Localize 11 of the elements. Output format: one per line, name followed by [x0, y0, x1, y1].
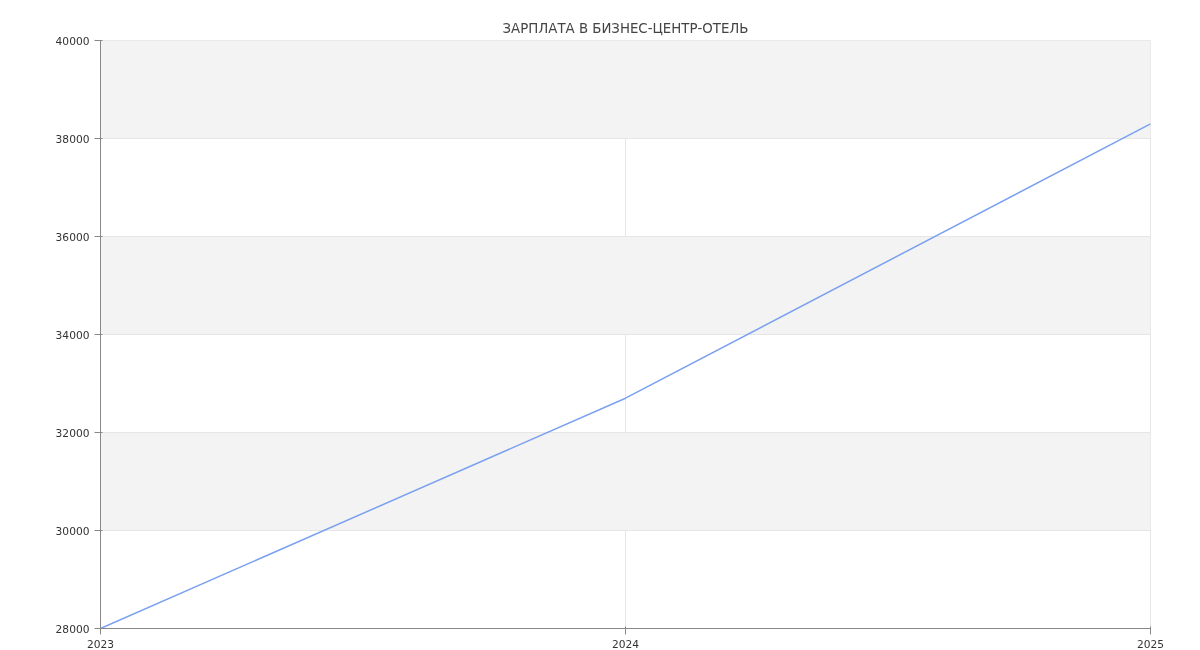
y-tick-label: 32000	[55, 426, 90, 440]
x-tick-label: 2025	[1136, 637, 1165, 650]
x-tick-label: 2023	[86, 637, 115, 650]
y-tick-label: 36000	[55, 230, 90, 244]
y-tick-label: 30000	[55, 524, 90, 538]
y-tick-label: 38000	[55, 132, 90, 146]
x-tick-label: 2024	[611, 637, 640, 650]
chart-title: ЗАРПЛАТА В БИЗНЕС-ЦЕНТР-ОТЕЛЬ	[502, 20, 749, 36]
y-tick-label: 28000	[55, 622, 90, 636]
y-tick-label: 40000	[55, 34, 90, 48]
y-tick-label: 34000	[55, 328, 90, 342]
